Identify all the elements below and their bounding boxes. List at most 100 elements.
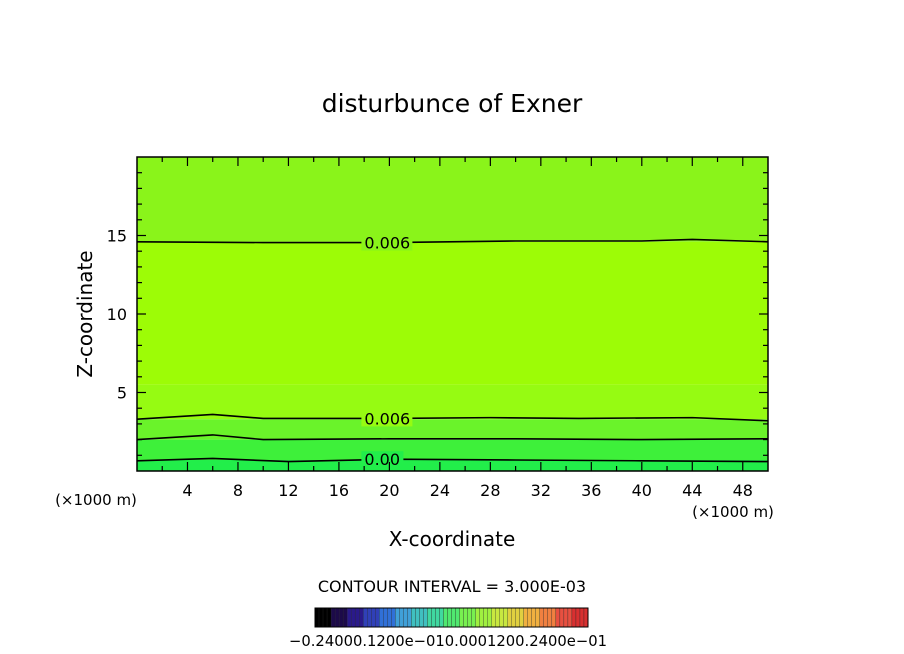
colorbar-swatch: [439, 607, 444, 628]
colorbar-swatch: [359, 607, 364, 628]
colorbar-swatch: [535, 607, 540, 628]
fill-band-5: [137, 157, 768, 242]
colorbar-swatch: [431, 607, 436, 628]
colorbar-swatch: [559, 607, 565, 628]
contour-label-bg-1: [361, 410, 413, 427]
colorbar-swatch: [491, 607, 496, 628]
contour-line-1: [136, 413, 769, 422]
colorbar-swatch: [563, 607, 569, 628]
colorbar-swatch: [483, 607, 488, 628]
colorbar-swatch: [363, 607, 368, 628]
colorbar-swatch: [583, 607, 589, 628]
y-axis-ticks: 5 10 15: [107, 172, 768, 456]
colorbar-swatch: [547, 607, 553, 628]
x-tick-label: 12: [278, 481, 298, 500]
colorbar-swatch: [330, 607, 336, 628]
x-tick-label: 24: [430, 481, 450, 500]
colorbar-swatch: [495, 607, 500, 628]
x-axis-ticks: 4 8 12 16 20 24 28 32 36 40 44 48: [161, 157, 753, 500]
x-tick-label: 16: [329, 481, 349, 500]
colorbar-frame: [314, 607, 589, 628]
fill-band-4: [137, 241, 768, 385]
colorbar-swatch: [531, 607, 536, 628]
colorbar-swatch: [523, 607, 528, 628]
colorbar-swatch: [475, 607, 480, 628]
x-unit-label: (×1000 m): [692, 503, 774, 521]
colorbar-swatch: [555, 607, 561, 628]
chart-title: disturbunce of Exner: [322, 89, 583, 118]
colorbar-swatch: [407, 607, 412, 628]
colorbar-swatch: [318, 607, 324, 628]
contour-label-3: 0.00: [364, 450, 400, 469]
colorbar-swatch: [395, 607, 400, 628]
x-tick-label: 48: [733, 481, 753, 500]
colorbar-swatch: [447, 607, 452, 628]
colorbar-swatch: [314, 607, 320, 628]
colorbar: [314, 607, 589, 628]
y-tick-label: 10: [107, 305, 127, 324]
colorbar-swatch: [415, 607, 420, 628]
plot-area: [137, 157, 768, 471]
contour-label-0: 0.006: [364, 234, 410, 253]
colorbar-swatch: [459, 607, 464, 628]
contour-interval-text: CONTOUR INTERVAL = 3.000E-03: [318, 577, 586, 596]
y-unit-label: (×1000 m): [55, 491, 137, 509]
x-tick-label: 4: [182, 481, 192, 500]
colorbar-swatch: [507, 607, 512, 628]
colorbar-swatch: [527, 607, 532, 628]
colorbar-swatch: [579, 607, 585, 628]
colorbar-swatch: [411, 607, 416, 628]
contour-lines: 0.006 0.006 0.00: [136, 234, 769, 469]
contour-label-bg-0: [361, 234, 413, 251]
colorbar-swatch: [423, 607, 428, 628]
colorbar-swatch: [322, 607, 328, 628]
contour-line-2: [136, 434, 769, 441]
contour-line-0: [136, 238, 769, 244]
colorbar-swatch: [427, 607, 432, 628]
colorbar-swatch: [350, 607, 356, 628]
colorbar-swatch: [443, 607, 448, 628]
colorbar-swatch: [471, 607, 476, 628]
colorbar-swatch: [342, 607, 348, 628]
colorbar-swatch: [511, 607, 516, 628]
colorbar-swatch: [519, 607, 524, 628]
x-tick-label: 36: [581, 481, 601, 500]
x-tick-label: 20: [379, 481, 399, 500]
colorbar-swatch: [463, 607, 468, 628]
colorbar-swatch: [571, 607, 577, 628]
colorbar-swatch: [326, 607, 332, 628]
colorbar-swatch: [383, 607, 388, 628]
y-axis-label: Z-coordinate: [73, 250, 97, 377]
x-tick-label: 28: [480, 481, 500, 500]
colorbar-swatch: [403, 607, 408, 628]
colorbar-swatch: [399, 607, 404, 628]
colorbar-swatch: [515, 607, 520, 628]
x-axis-label: X-coordinate: [389, 527, 516, 551]
colorbar-swatch: [379, 607, 384, 628]
colorbar-swatch: [367, 607, 372, 628]
colorbar-swatch: [575, 607, 581, 628]
colorbar-swatch: [479, 607, 484, 628]
x-tick-label: 8: [233, 481, 243, 500]
colorbar-swatch: [338, 607, 344, 628]
y-tick-label: 5: [117, 384, 127, 403]
colorbar-swatch: [503, 607, 508, 628]
colorbar-swatch: [419, 607, 424, 628]
fill-band-0: [137, 460, 768, 471]
x-tick-label: 32: [531, 481, 551, 500]
colorbar-swatch: [391, 607, 396, 628]
colorbar-swatch: [451, 607, 456, 628]
contour-label-1: 0.006: [364, 409, 410, 428]
colorbar-swatch: [387, 607, 392, 628]
colorbar-swatch: [539, 607, 544, 628]
colorbar-tick-labels: −0.24000.1200e−010.0001200.2400e−01: [289, 632, 607, 650]
colorbar-swatch: [375, 607, 380, 628]
colorbar-swatch: [346, 607, 352, 628]
colorbar-swatch: [499, 607, 504, 628]
colorbar-swatch: [551, 607, 557, 628]
fill-band-2: [137, 419, 768, 440]
contour-label-bg-3: [361, 451, 404, 468]
colorbar-swatch: [354, 607, 360, 628]
colorbar-swatch: [487, 607, 492, 628]
